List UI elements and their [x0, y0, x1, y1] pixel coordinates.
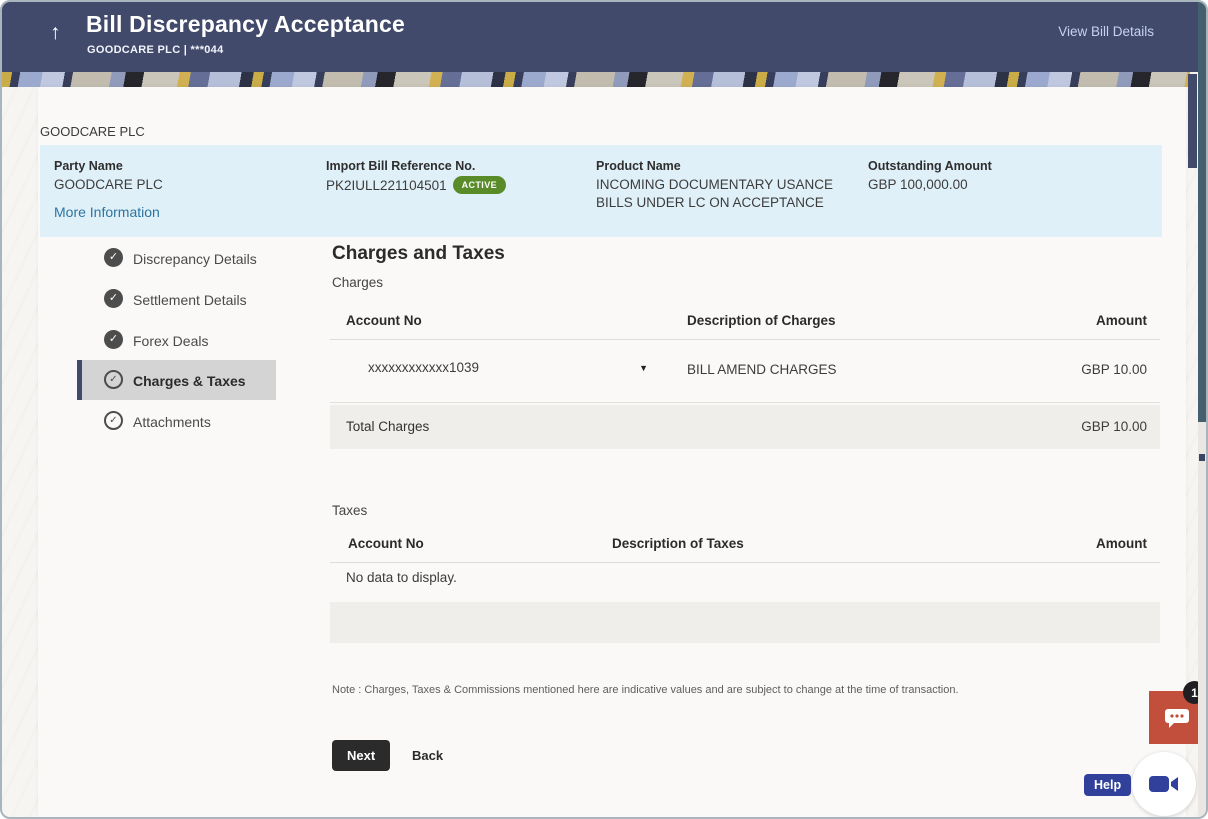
step-label: Settlement Details	[133, 292, 247, 308]
inner-scrollbar-thumb[interactable]	[1188, 74, 1197, 168]
field-label: Party Name	[54, 159, 123, 173]
charge-amount: GBP 10.00	[1081, 362, 1147, 377]
wizard-step-attachments[interactable]: ✓ Attachments	[82, 401, 276, 441]
page-subtitle: GOODCARE PLC | ***044	[87, 44, 224, 56]
field-value: GOODCARE PLC	[54, 177, 163, 192]
view-bill-details-link[interactable]: View Bill Details	[1058, 24, 1154, 39]
taxes-empty-text: No data to display.	[346, 570, 457, 585]
decorative-pattern-strip	[2, 72, 1190, 87]
check-outline-icon: ✓	[104, 370, 123, 389]
chevron-down-icon: ▼	[639, 363, 648, 373]
check-circle-icon: ✓	[104, 248, 123, 267]
total-charges-row: Total Charges GBP 10.00	[330, 405, 1160, 449]
column-header-amount: Amount	[1096, 536, 1147, 551]
help-button[interactable]: Help	[1084, 774, 1132, 796]
summary-field-outstanding-amount: Outstanding Amount GBP 100,000.00	[868, 159, 1128, 194]
video-call-button[interactable]	[1132, 752, 1196, 816]
video-camera-icon	[1149, 776, 1178, 792]
taxes-table-header: Account No Description of Taxes Amount	[330, 528, 1160, 563]
wizard-step-settlement-details[interactable]: ✓ Settlement Details	[82, 279, 276, 319]
account-select-dropdown[interactable]: xxxxxxxxxxxx1039 ▼	[368, 360, 648, 375]
field-value: GBP 100,000.00	[868, 177, 968, 192]
field-label: Import Bill Reference No.	[326, 159, 476, 173]
column-header-account: Account No	[348, 536, 424, 551]
check-circle-icon: ✓	[104, 330, 123, 349]
scrollbar-marker	[1199, 454, 1205, 461]
taxes-empty-row	[330, 602, 1160, 643]
field-value: INCOMING DOCUMENTARY USANCE BILLS UNDER …	[596, 177, 834, 211]
indicative-values-note: Note : Charges, Taxes & Commissions ment…	[332, 684, 959, 696]
summary-field-party-name: Party Name GOODCARE PLC	[54, 159, 294, 194]
more-information-link[interactable]: More Information	[54, 204, 160, 220]
taxes-label: Taxes	[332, 503, 368, 518]
account-select-value: xxxxxxxxxxxx1039	[368, 360, 480, 375]
chat-bubble-icon	[1164, 708, 1189, 728]
charge-description: BILL AMEND CHARGES	[687, 362, 837, 377]
charges-label: Charges	[332, 275, 384, 290]
bill-reference-number: PK2IULL221104501	[326, 178, 447, 193]
content-card: GOODCARE PLC Party Name GOODCARE PLC Imp…	[38, 87, 1186, 817]
page-title: Bill Discrepancy Acceptance	[86, 11, 406, 37]
column-header-account: Account No	[346, 313, 422, 328]
summary-field-product-name: Product Name INCOMING DOCUMENTARY USANCE…	[596, 159, 866, 212]
wizard-step-discrepancy-details[interactable]: ✓ Discrepancy Details	[82, 238, 276, 278]
back-arrow-icon[interactable]: ↑	[50, 21, 61, 44]
scrollbar-thumb[interactable]	[1198, 2, 1206, 422]
page-header: ↑ Bill Discrepancy Acceptance GOODCARE P…	[2, 2, 1206, 72]
column-header-description: Description of Taxes	[612, 536, 744, 551]
next-button[interactable]: Next	[332, 740, 391, 771]
step-label: Forex Deals	[133, 333, 209, 349]
party-heading: GOODCARE PLC	[40, 124, 145, 139]
section-title: Charges and Taxes	[332, 243, 505, 264]
charges-table-row: xxxxxxxxxxxx1039 ▼ BILL AMEND CHARGES GB…	[330, 340, 1160, 403]
field-label: Product Name	[596, 159, 681, 173]
step-label: Discrepancy Details	[133, 251, 257, 267]
check-circle-icon: ✓	[104, 289, 123, 308]
summary-field-bill-reference: Import Bill Reference No. PK2IULL2211045…	[326, 159, 576, 195]
charges-and-taxes-section: Charges and Taxes Charges Account No Des…	[330, 87, 1160, 817]
back-button[interactable]: Back	[412, 748, 444, 763]
bill-summary-panel: Party Name GOODCARE PLC Import Bill Refe…	[40, 145, 1162, 237]
total-charges-amount: GBP 10.00	[1081, 419, 1147, 434]
wizard-step-charges-taxes[interactable]: ✓ Charges & Taxes	[77, 360, 276, 400]
field-value: PK2IULL221104501 ACTIVE	[326, 176, 576, 195]
column-header-amount: Amount	[1096, 313, 1147, 328]
column-header-description: Description of Charges	[687, 313, 836, 328]
charges-table-header: Account No Description of Charges Amount	[330, 305, 1160, 340]
status-badge: ACTIVE	[452, 176, 507, 195]
check-outline-icon: ✓	[104, 411, 123, 430]
field-label: Outstanding Amount	[868, 159, 992, 173]
wizard-step-forex-deals[interactable]: ✓ Forex Deals	[82, 320, 276, 360]
total-charges-label: Total Charges	[346, 419, 430, 434]
step-label: Attachments	[133, 414, 211, 430]
step-label: Charges & Taxes	[133, 373, 246, 389]
